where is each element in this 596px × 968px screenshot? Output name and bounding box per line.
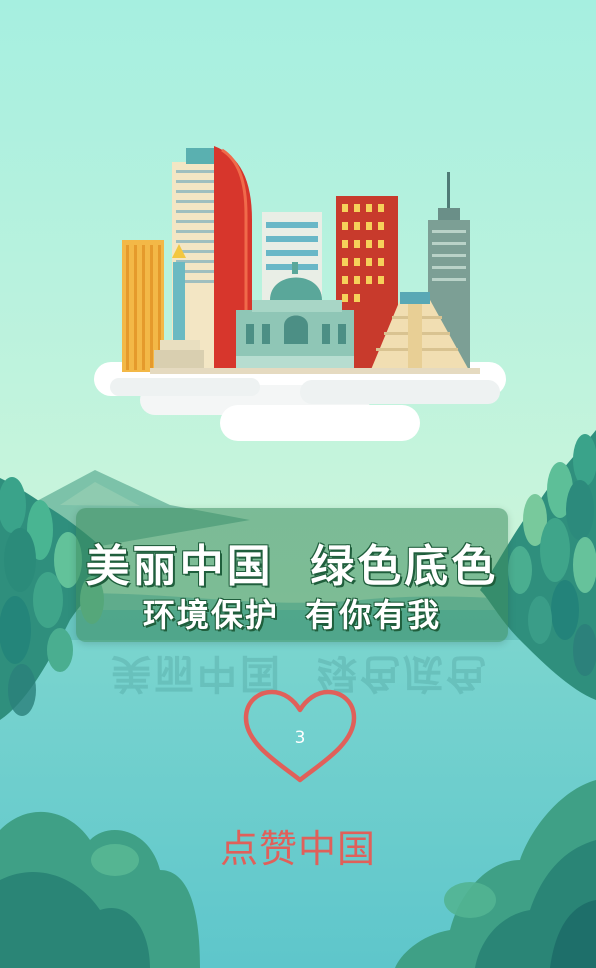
left-forest [0,477,115,720]
slogan-banner: 美丽中国 绿色底色 环境保护 有你有我 [76,508,508,642]
heart-icon [243,689,357,783]
city-skyline [94,146,506,441]
like-count: 3 [294,728,306,748]
slogan-title: 美丽中国 绿色底色 [85,541,499,592]
slogan-subtitle: 环境保护 有你有我 [142,596,442,634]
right-forest [480,430,596,700]
bottom-bushes [0,780,596,968]
like-button[interactable]: 3 [240,688,360,788]
like-label[interactable]: 点赞中国 [219,827,376,871]
